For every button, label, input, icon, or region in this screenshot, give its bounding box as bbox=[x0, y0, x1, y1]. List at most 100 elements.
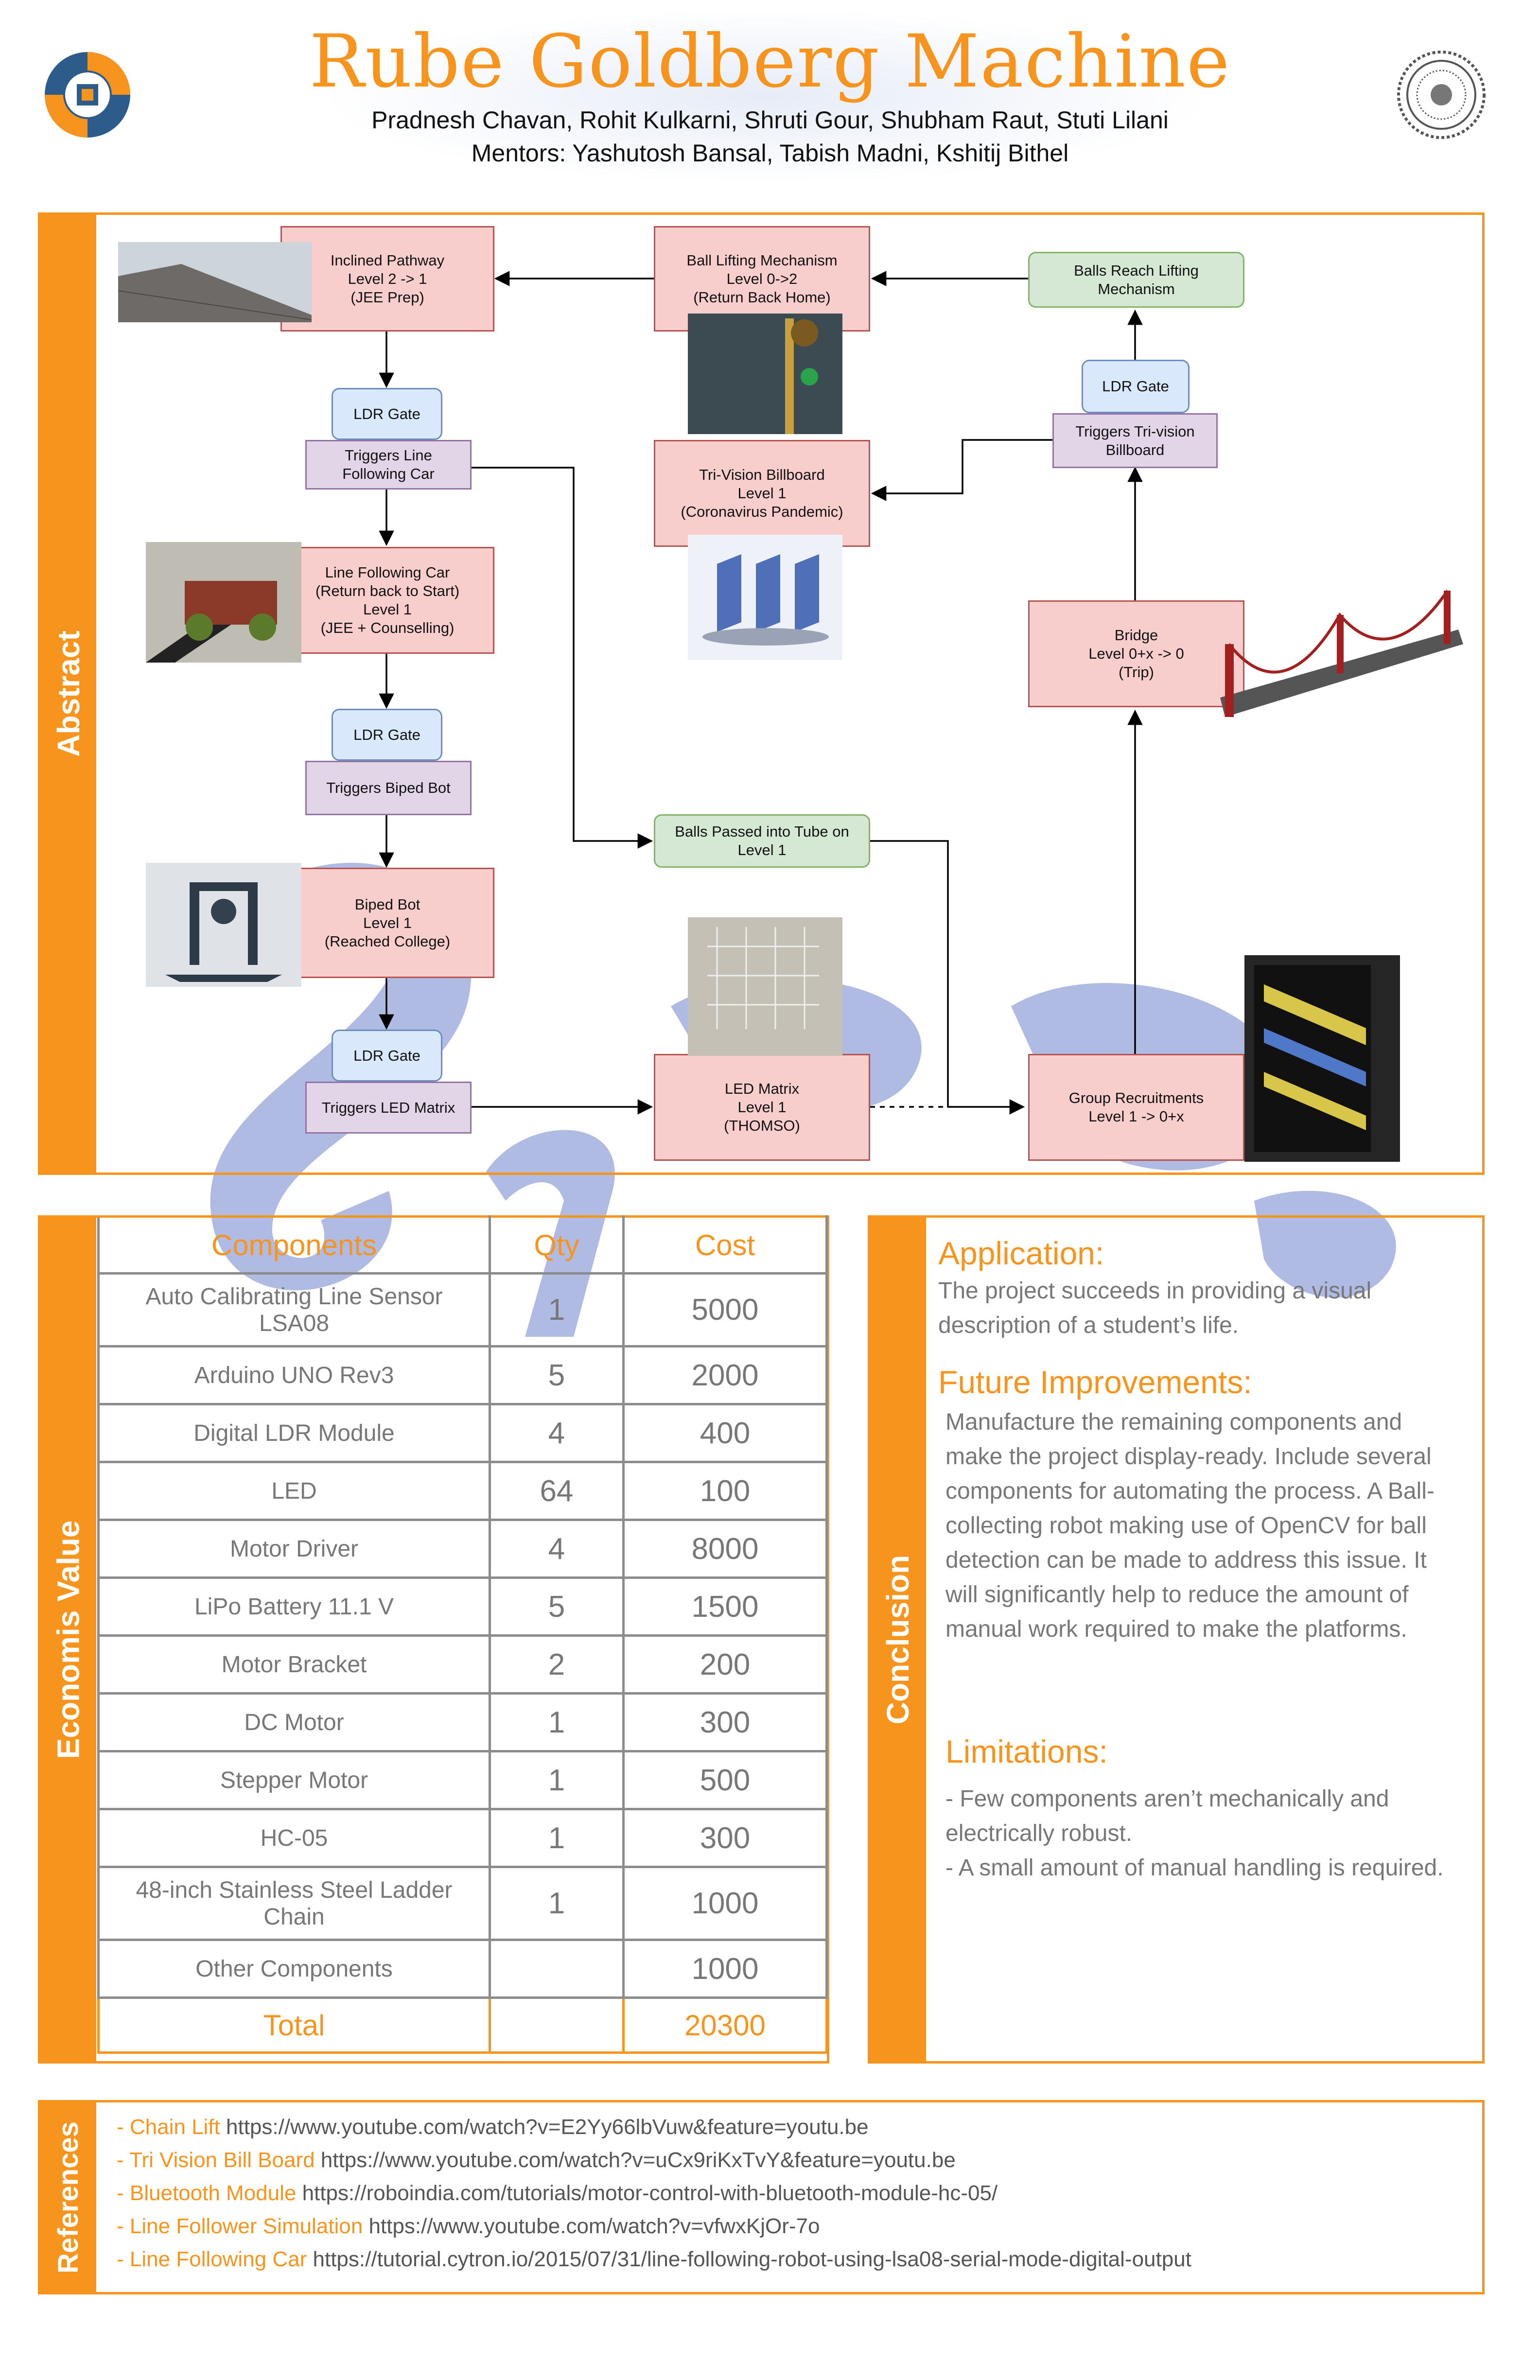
total-qty bbox=[489, 1996, 625, 2054]
economics-panel: Economis Value bbox=[38, 1215, 829, 2064]
ref-item[interactable]: - Line Following Car https://tutorial.cy… bbox=[117, 2247, 1191, 2271]
component-qty: 5 bbox=[489, 1345, 625, 1405]
node-biped-bot: Biped Bot Level 1 (Reached College) bbox=[280, 868, 494, 978]
future-heading: Future Improvements: bbox=[938, 1364, 1252, 1400]
application-text: The project succeeds in providing a visu… bbox=[938, 1278, 1372, 1338]
total-value: 20300 bbox=[622, 1996, 828, 2054]
ref-item[interactable]: - Tri Vision Bill Board https://www.yout… bbox=[117, 2148, 956, 2172]
component-cost: 300 bbox=[622, 1808, 828, 1868]
club-gear-logo bbox=[45, 52, 130, 138]
component-name: Arduino UNO Rev3 bbox=[97, 1345, 491, 1405]
component-name: LED bbox=[97, 1461, 491, 1521]
component-cost: 1000 bbox=[622, 1866, 828, 1941]
future-text: Manufacture the remaining components and… bbox=[945, 1409, 1435, 1642]
node-balls-tube: Balls Passed into Tube on Level 1 bbox=[654, 814, 870, 868]
abstract-panel: Abstract bbox=[38, 212, 1485, 1175]
component-cost: 8000 bbox=[622, 1519, 828, 1579]
application-heading: Application: bbox=[938, 1235, 1104, 1271]
poster-title: Rube Goldberg Machine bbox=[309, 19, 1231, 104]
economics-side-label: Economis Value bbox=[40, 1218, 96, 2061]
table-row: LED 64 100 bbox=[97, 1461, 828, 1521]
component-cost: 200 bbox=[622, 1634, 828, 1695]
component-name: Other Components bbox=[97, 1939, 491, 1999]
component-cost: 1500 bbox=[622, 1576, 828, 1637]
component-name: Motor Driver bbox=[97, 1519, 491, 1579]
node-line-following-car: Line Following Car (Return back to Start… bbox=[280, 547, 494, 654]
component-cost: 400 bbox=[622, 1403, 828, 1463]
component-qty bbox=[489, 1939, 625, 1999]
component-cost: 300 bbox=[622, 1692, 828, 1752]
component-qty: 1 bbox=[489, 1692, 625, 1752]
component-cost: 100 bbox=[622, 1461, 828, 1521]
table-row: Motor Bracket 2 200 bbox=[97, 1634, 828, 1695]
node-bridge: Bridge Level 0+x -> 0 (Trip) bbox=[1028, 600, 1244, 707]
node-led-matrix: LED Matrix Level 1 (THOMSO) bbox=[654, 1054, 870, 1161]
table-row: Stepper Motor 1 500 bbox=[97, 1750, 828, 1810]
node-triggers-line-car: Triggers Line Following Car bbox=[305, 440, 472, 490]
table-row: Other Components 1000 bbox=[97, 1939, 828, 1999]
col-qty: Qty bbox=[489, 1215, 625, 1275]
line-car-photo bbox=[146, 542, 301, 663]
conclusion-side-label: Conclusion bbox=[870, 1218, 926, 2061]
col-cost: Cost bbox=[622, 1215, 828, 1275]
institute-seal-logo bbox=[1397, 51, 1486, 139]
conclusion-panel: Conclusion Application: The project succ… bbox=[868, 1215, 1485, 2064]
header-glow bbox=[316, 9, 1215, 184]
table-row: Digital LDR Module 4 400 bbox=[97, 1403, 828, 1463]
node-triggers-trivision: Triggers Tri-vision Billboard bbox=[1052, 413, 1218, 468]
table-row: Motor Driver 4 8000 bbox=[97, 1519, 828, 1579]
table-row: Arduino UNO Rev3 5 2000 bbox=[97, 1345, 828, 1405]
component-cost: 5000 bbox=[622, 1272, 828, 1348]
table-row: DC Motor 1 300 bbox=[97, 1692, 828, 1752]
ref-item[interactable]: - Bluetooth Module https://roboindia.com… bbox=[117, 2181, 998, 2205]
led-matrix-photo bbox=[688, 917, 842, 1056]
component-cost: 500 bbox=[622, 1750, 828, 1810]
inclined-pathway-photo bbox=[118, 242, 312, 322]
component-name: Motor Bracket bbox=[97, 1634, 491, 1695]
limitations-text: - Few components aren’t mechanically and… bbox=[945, 1786, 1444, 1881]
table-row: HC-05 1 300 bbox=[97, 1808, 828, 1868]
component-name: Stepper Motor bbox=[97, 1750, 491, 1810]
component-name: LiPo Battery 11.1 V bbox=[97, 1576, 491, 1637]
component-qty: 1 bbox=[489, 1808, 625, 1868]
node-ldr-gate-1: LDR Gate bbox=[332, 388, 442, 440]
component-qty: 1 bbox=[489, 1866, 625, 1941]
ball-lift-photo bbox=[688, 314, 842, 434]
authors: Pradnesh Chavan, Rohit Kulkarni, Shruti … bbox=[371, 106, 1169, 134]
mentors: Mentors: Yashutosh Bansal, Tabish Madni,… bbox=[471, 140, 1069, 167]
component-qty: 64 bbox=[489, 1461, 625, 1521]
node-triggers-biped: Triggers Biped Bot bbox=[305, 761, 472, 815]
group-recruitment-render bbox=[1244, 955, 1400, 1162]
component-qty: 4 bbox=[489, 1403, 625, 1463]
node-ldr-gate-4: LDR Gate bbox=[1082, 360, 1190, 413]
component-qty: 5 bbox=[489, 1576, 625, 1637]
ref-item[interactable]: - Line Follower Simulation https://www.y… bbox=[117, 2214, 820, 2238]
node-balls-reach: Balls Reach Lifting Mechanism bbox=[1028, 252, 1244, 308]
table-row: LiPo Battery 11.1 V 5 1500 bbox=[97, 1576, 828, 1637]
abstract-side-label: Abstract bbox=[40, 215, 96, 1172]
flow-arrows bbox=[379, 271, 1143, 1115]
component-cost: 1000 bbox=[622, 1939, 828, 1999]
bridge-render bbox=[1220, 590, 1463, 717]
ref-item[interactable]: - Chain Lift https://www.youtube.com/wat… bbox=[117, 2115, 869, 2139]
references-list: - Chain Lift https://www.youtube.com/wat… bbox=[117, 2111, 1191, 2276]
component-name: 48-inch Stainless Steel Ladder Chain bbox=[97, 1866, 491, 1941]
node-ldr-gate-2: LDR Gate bbox=[332, 709, 442, 761]
component-name: HC-05 bbox=[97, 1808, 491, 1868]
component-cost: 2000 bbox=[622, 1345, 828, 1405]
tri-vision-photo bbox=[688, 535, 842, 660]
components-table: Components Qty Cost Auto Calibrating Lin… bbox=[97, 1215, 828, 2054]
component-name: Auto Calibrating Line Sensor LSA08 bbox=[97, 1272, 491, 1348]
limitations-heading: Limitations: bbox=[945, 1733, 1108, 1769]
component-qty: 4 bbox=[489, 1519, 625, 1579]
component-name: Digital LDR Module bbox=[97, 1403, 491, 1463]
component-qty: 1 bbox=[489, 1750, 625, 1810]
col-components: Components bbox=[97, 1215, 491, 1275]
table-row: 48-inch Stainless Steel Ladder Chain 1 100… bbox=[97, 1866, 828, 1941]
node-ldr-gate-3: LDR Gate bbox=[332, 1030, 442, 1082]
table-row: Auto Calibrating Line Sensor LSA08 1 5000 bbox=[97, 1272, 828, 1348]
node-tri-vision: Tri-Vision Billboard Level 1 (Coronaviru… bbox=[654, 440, 870, 547]
component-qty: 1 bbox=[489, 1272, 625, 1348]
references-side-label: References bbox=[40, 2102, 96, 2292]
biped-bot-photo bbox=[146, 863, 301, 987]
